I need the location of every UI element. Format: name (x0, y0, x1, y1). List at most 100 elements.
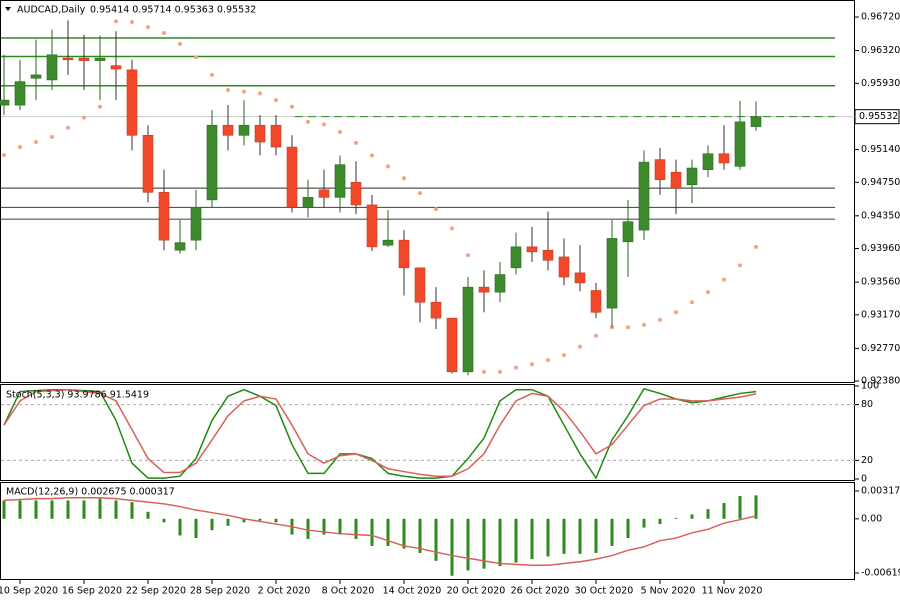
candle-body (238, 124, 250, 136)
candle-body (670, 171, 682, 189)
sar-dot (434, 207, 438, 212)
y-tick-label: 20 (861, 455, 873, 466)
candle-body (654, 159, 666, 181)
macd-bar (178, 518, 182, 536)
macd-bar (466, 518, 470, 571)
candle-body (510, 246, 522, 269)
candle-body (110, 65, 122, 70)
sar-dot (130, 20, 134, 25)
macd-bar (130, 502, 134, 519)
sar-dot (162, 30, 166, 35)
macd-bar (498, 518, 502, 567)
sar-dot (642, 322, 646, 327)
sar-dot (178, 41, 182, 46)
candle-body (542, 249, 554, 261)
candle-body (382, 239, 394, 246)
macd-bar (98, 498, 102, 519)
y-tick-label: 100 (861, 381, 879, 392)
macd-bar (18, 500, 22, 519)
macd-bar (354, 518, 358, 539)
ohlc-values: 0.95414 0.95714 0.95363 0.95532 (90, 5, 256, 16)
y-tick-label: 0.96320 (861, 45, 900, 56)
sar-dot (514, 365, 518, 370)
y-tick-label: 0.003178 (861, 485, 900, 496)
macd-bar (82, 500, 86, 519)
candle-body (0, 99, 10, 106)
signal-line (3, 497, 757, 566)
candle-body (270, 124, 282, 148)
macd-bar (434, 518, 438, 561)
macd-bar (594, 518, 598, 553)
macd-bar (738, 496, 742, 519)
candle-body (190, 207, 202, 241)
macd-bar (546, 518, 550, 557)
macd-bar (450, 518, 454, 576)
macd-bar (194, 518, 198, 539)
sar-dot (242, 89, 246, 94)
candle-body (14, 81, 26, 106)
macd-bar (514, 518, 518, 563)
sar-dot (482, 369, 486, 374)
y-tick-label: 0.93960 (861, 243, 900, 254)
x-tick-label: 16 Sep 2020 (62, 586, 122, 597)
macd-bar (146, 511, 150, 519)
sar-dot (386, 164, 390, 169)
sar-dot (706, 290, 710, 295)
candle-body (286, 146, 298, 208)
macd-bar (418, 518, 422, 553)
stoch-line (3, 388, 757, 477)
x-tick-label: 28 Sep 2020 (190, 586, 250, 597)
sar-dot (722, 277, 726, 282)
sar-dot (626, 325, 630, 330)
sar-dot (530, 362, 534, 367)
sar-dot (546, 358, 550, 363)
sar-dot (674, 310, 678, 315)
macd-bar (2, 500, 6, 519)
candle-body (558, 256, 570, 278)
y-tick-label: -0.006192 (861, 568, 900, 579)
candle-body (638, 161, 650, 231)
sar-dot (594, 333, 598, 338)
y-tick-label: 0.95930 (861, 78, 900, 89)
candle-body (398, 239, 410, 269)
sar-dot (98, 104, 102, 109)
macd-bar (306, 518, 310, 539)
macd-bar (578, 518, 582, 554)
candle-body (366, 204, 378, 248)
candle-body (494, 274, 506, 293)
sar-dot (258, 91, 262, 96)
macd-bar (338, 518, 342, 535)
x-tick-label: 11 Nov 2020 (702, 586, 763, 597)
y-tick-label: 80 (861, 399, 873, 410)
candle-body (94, 57, 106, 61)
y-tick-label: 0.92770 (861, 343, 900, 354)
indicator-title: MACD(12,26,9) 0.002675 0.000317 (6, 487, 175, 498)
candle-body (590, 290, 602, 313)
sar-dot (34, 140, 38, 145)
macd-bar (258, 518, 262, 521)
sar-dot (146, 25, 150, 30)
price-panel (0, 0, 855, 383)
sar-dot (66, 125, 70, 130)
candle-body (222, 124, 234, 136)
sar-dot (322, 122, 326, 127)
stoch-panel (0, 384, 855, 481)
macd-bar (754, 495, 758, 519)
candle-body (206, 124, 218, 201)
candle-body (574, 272, 586, 284)
candle-body (430, 301, 442, 319)
sar-dot (290, 104, 294, 109)
y-tick-label: 0.92380 (861, 376, 900, 387)
candle-body (158, 192, 170, 241)
x-tick-label: 22 Sep 2020 (126, 586, 186, 597)
y-tick-label: 0 (861, 474, 867, 485)
macd-bar (642, 518, 646, 528)
macd-bar (66, 500, 70, 519)
sar-dot (114, 19, 118, 24)
y-tick-label: 0.95140 (861, 144, 900, 155)
x-tick-label: 30 Oct 2020 (575, 586, 634, 597)
sar-dot (354, 140, 358, 145)
y-tick-label: 0.00 (861, 513, 882, 524)
